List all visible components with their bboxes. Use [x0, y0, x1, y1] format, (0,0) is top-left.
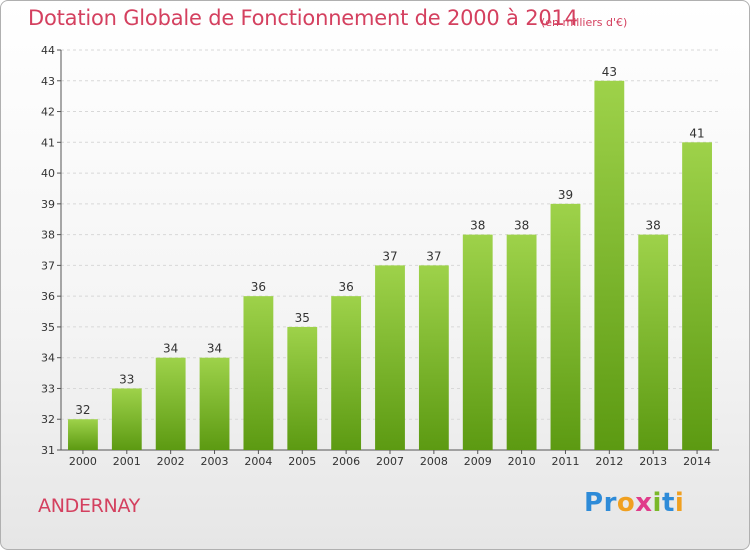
- logo-letter: r: [603, 488, 617, 518]
- unit-label: (en milliers d'€): [541, 16, 628, 29]
- y-tick-label: 43: [41, 75, 55, 88]
- value-label-2004: 36: [251, 280, 266, 294]
- bar-2006: [331, 296, 362, 450]
- x-tick-label-2002: 2002: [157, 455, 185, 468]
- y-tick-label: 42: [41, 106, 55, 119]
- x-tick-label-2006: 2006: [332, 455, 360, 468]
- value-label-2013: 38: [646, 219, 661, 233]
- bar-2013: [638, 234, 669, 450]
- value-label-2014: 41: [689, 126, 704, 140]
- y-tick-label: 40: [41, 167, 55, 180]
- value-label-2002: 34: [163, 342, 178, 356]
- labels: 31 32 33 34 35 36 37 38 39 40 41 42 43 44 32 2000 33 2001…: [41, 44, 711, 468]
- bar-2010: [506, 234, 537, 450]
- logo-letter: o: [616, 488, 636, 518]
- logo-letter: i: [674, 488, 685, 518]
- chart-title: Dotation Globale de Fonctionnement de 20…: [28, 6, 578, 30]
- value-label-2003: 34: [207, 342, 222, 356]
- y-tick-label: 37: [41, 259, 55, 272]
- value-label-2010: 38: [514, 219, 529, 233]
- x-tick-label-2005: 2005: [288, 455, 316, 468]
- value-label-2001: 33: [119, 372, 134, 386]
- logo-letter: i: [652, 488, 662, 518]
- x-tick-label-2007: 2007: [376, 455, 404, 468]
- commune-name: ANDERNAY: [38, 495, 140, 517]
- y-tick-label: 44: [41, 44, 55, 57]
- value-label-2007: 37: [382, 249, 397, 263]
- x-tick-label-2008: 2008: [420, 455, 448, 468]
- x-tick-label-2014: 2014: [683, 455, 711, 468]
- bar-2001: [111, 388, 142, 450]
- y-tick-label: 41: [41, 136, 55, 149]
- y-tick-label: 33: [41, 382, 55, 395]
- x-tick-label-2013: 2013: [639, 455, 667, 468]
- bars: [68, 80, 712, 451]
- y-tick-label: 35: [41, 321, 55, 334]
- bar-2004: [243, 296, 274, 450]
- logo-letter: P: [584, 488, 604, 518]
- x-tick-label-2003: 2003: [201, 455, 229, 468]
- y-tick-label: 32: [41, 413, 55, 426]
- x-tick-label-2001: 2001: [113, 455, 141, 468]
- y-tick-label: 39: [41, 198, 55, 211]
- y-tick-label: 34: [41, 352, 55, 365]
- bar-2012: [594, 80, 625, 451]
- logo-letter: x: [635, 488, 653, 518]
- bar-2007: [375, 265, 405, 450]
- value-label-2006: 36: [338, 280, 353, 294]
- x-tick-label-2011: 2011: [551, 455, 579, 468]
- bar-2000: [68, 419, 98, 450]
- logo-letter: t: [661, 488, 675, 518]
- value-label-2009: 38: [470, 219, 485, 233]
- y-tick-label: 36: [41, 290, 55, 303]
- bar-2009: [462, 234, 493, 450]
- x-tick-label-2010: 2010: [508, 455, 536, 468]
- bar-2002: [155, 357, 186, 450]
- bar-2011: [550, 203, 581, 450]
- value-label-2008: 37: [426, 249, 441, 263]
- proxiti-logo[interactable]: Proxiti: [584, 488, 684, 518]
- value-label-2000: 32: [75, 403, 90, 417]
- x-tick-label-2004: 2004: [244, 455, 272, 468]
- value-label-2012: 43: [602, 65, 617, 79]
- bar-2003: [199, 357, 230, 450]
- y-tick-label: 31: [41, 444, 55, 457]
- value-label-2011: 39: [558, 188, 573, 202]
- bar-2014: [682, 142, 712, 451]
- x-tick-label-2009: 2009: [464, 455, 492, 468]
- bar-2005: [287, 326, 318, 450]
- x-tick-label-2000: 2000: [69, 455, 97, 468]
- x-tick-label-2012: 2012: [595, 455, 623, 468]
- bar-2008: [418, 265, 449, 450]
- y-tick-label: 38: [41, 229, 55, 242]
- value-label-2005: 35: [295, 311, 310, 325]
